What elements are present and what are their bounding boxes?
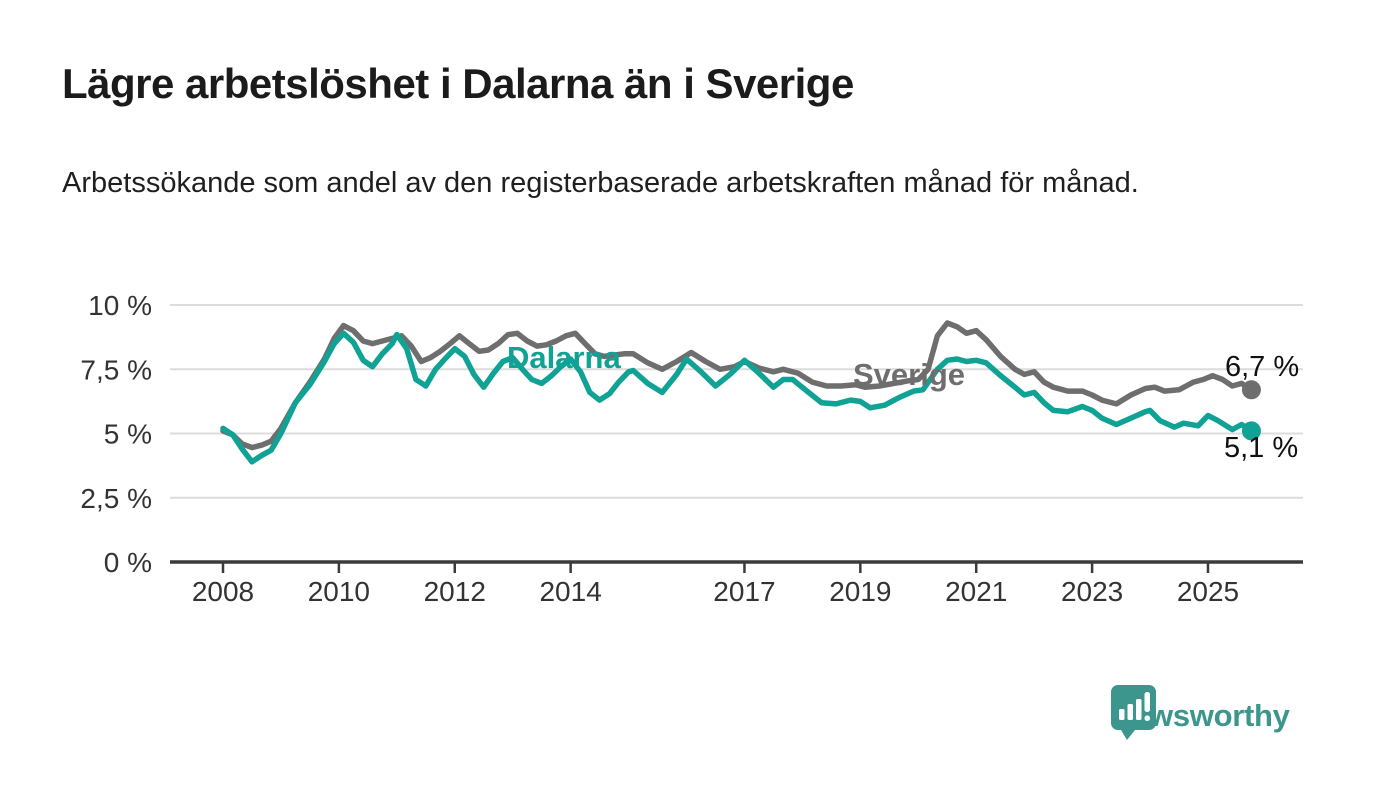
x-axis-tick-label: 2017 [713, 576, 775, 607]
y-axis-tick-label: 0 % [104, 547, 152, 578]
dalarna-end-dot [1241, 421, 1261, 441]
sverige-end-value-label: 6,7 % [1225, 351, 1300, 383]
y-axis-tick-label: 10 % [88, 290, 152, 321]
y-axis-tick-label: 7,5 % [80, 354, 152, 385]
y-axis-tick-label: 2,5 % [80, 483, 152, 514]
x-axis-tick-label: 2023 [1061, 576, 1123, 607]
bar-chart-speech-bubble-icon [1111, 685, 1156, 740]
dalarna-line [220, 330, 1255, 465]
x-axis-tick-label: 2012 [424, 576, 486, 607]
page-title: Lägre arbetslöshet i Dalarna än i Sverig… [62, 60, 854, 107]
series-label-sverige: Sverige [853, 357, 966, 392]
x-axis-tick-label: 2014 [539, 576, 601, 607]
newsworthy-logo: Newsworthy [1110, 684, 1290, 748]
sverige-line [220, 320, 1255, 451]
series-label-dalarna: Dalarna [507, 340, 621, 375]
dalarna-end-value-label: 5,1 % [1224, 432, 1299, 464]
x-axis-tick-label: 2025 [1177, 576, 1239, 607]
x-axis-tick-label: 2010 [308, 576, 370, 607]
chart-subtitle: Arbetssökande som andel av den registerb… [62, 167, 1139, 199]
x-axis-tick-label: 2008 [192, 576, 254, 607]
x-axis-tick-label: 2019 [829, 576, 891, 607]
y-axis-tick-label: 5 % [104, 419, 152, 450]
x-axis-tick-label: 2021 [945, 576, 1007, 607]
sverige-end-dot [1241, 380, 1261, 400]
